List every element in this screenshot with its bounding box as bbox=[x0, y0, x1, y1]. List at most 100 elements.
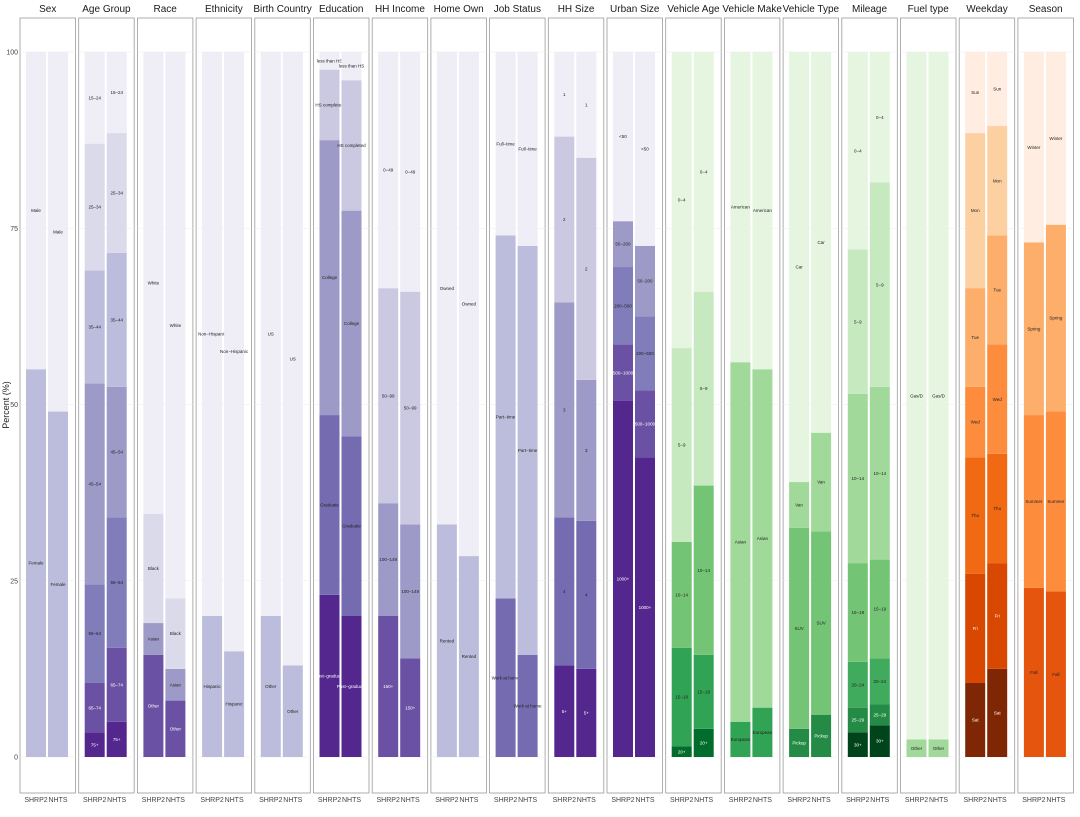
segment-label: 0−49 bbox=[405, 169, 416, 174]
segment-label: 5−9 bbox=[700, 386, 708, 391]
bar-shrp2: Other Gas/D bbox=[906, 52, 927, 757]
x-tick-label: NHTS bbox=[929, 797, 948, 804]
bar-segment-3 bbox=[554, 302, 575, 518]
segment-label: 25–34 bbox=[110, 191, 123, 196]
bar-shrp2: Other Asian Black White bbox=[143, 52, 164, 757]
segment-label: College bbox=[322, 275, 338, 280]
segment-label: less than HS bbox=[339, 64, 365, 69]
segment-label: 0−4 bbox=[876, 115, 884, 120]
panel-title: Birth Country bbox=[253, 4, 311, 15]
panel-title: HH Income bbox=[375, 4, 425, 15]
segment-label: Fall bbox=[1030, 670, 1037, 675]
segment-label: 5+ bbox=[562, 709, 568, 714]
bar-segment-american bbox=[730, 52, 751, 363]
segment-label: 30+ bbox=[876, 739, 884, 744]
panel-title: Mileage bbox=[852, 4, 887, 15]
segment-label: SUV bbox=[794, 626, 803, 631]
y-tick-label: 0 bbox=[14, 755, 18, 762]
bar-segment-5-9 bbox=[671, 348, 692, 542]
bar-nhts: Work at home Part−time Full−time bbox=[514, 52, 542, 757]
segment-label: Graduate bbox=[320, 503, 339, 508]
bar-segment-non-hispanic bbox=[202, 52, 223, 616]
segment-label: 15–24 bbox=[110, 90, 123, 95]
segment-label: Wed bbox=[993, 397, 1003, 402]
segment-label: American bbox=[753, 208, 773, 213]
segment-label: 100−149 bbox=[401, 589, 419, 594]
bar-nhts: 1000+ 500−1000 200−500 50−200 <50 bbox=[635, 52, 656, 757]
segment-label: 2 bbox=[563, 217, 566, 222]
bar-segment-owned bbox=[436, 52, 457, 525]
bar-segment-50-99 bbox=[378, 288, 399, 504]
x-tick-label: SHRP2 bbox=[200, 797, 223, 804]
x-tick-label: SHRP2 bbox=[787, 797, 810, 804]
bar-segment-summer bbox=[1023, 415, 1044, 588]
segment-label: European bbox=[731, 737, 751, 742]
segment-label: Other bbox=[148, 703, 160, 708]
panel-age-group: Age Group 75+ 65–74 55–64 45–54 35–44 25–34 15–… bbox=[78, 4, 135, 804]
panel-title: Urban Size bbox=[610, 4, 660, 15]
segment-label: 50−200 bbox=[637, 279, 653, 284]
panel-title: Ethnicity bbox=[205, 4, 243, 15]
bar-segment-black bbox=[143, 513, 164, 624]
panel-title: HH Size bbox=[558, 4, 595, 15]
segment-label: Summer bbox=[1025, 499, 1043, 504]
segment-label: 45–54 bbox=[110, 450, 123, 455]
bar-shrp2: European Asian American bbox=[730, 52, 751, 757]
segment-label: Car bbox=[817, 240, 825, 245]
bar-segment-15-19 bbox=[869, 559, 890, 659]
segment-label: Asian bbox=[170, 682, 182, 687]
segment-label: Mon bbox=[993, 178, 1002, 183]
segment-label: 55–64 bbox=[88, 631, 101, 636]
bar-segment-gas-d bbox=[906, 52, 927, 740]
bar-segment-spring bbox=[1045, 224, 1066, 412]
x-tick-label: NHTS bbox=[870, 797, 889, 804]
segment-label: Thu bbox=[993, 506, 1001, 511]
segment-label: Spring bbox=[1027, 326, 1041, 331]
x-tick-label: NHTS bbox=[107, 797, 126, 804]
y-tick-label: 25 bbox=[10, 578, 18, 585]
bar-nhts: 150+ 100−149 50−99 0−49 bbox=[400, 52, 421, 757]
bar-segment-part-time bbox=[517, 245, 538, 655]
bar-segment-50-200 bbox=[635, 245, 655, 317]
segment-label: Work at home bbox=[492, 675, 520, 680]
bar-segment-30 bbox=[847, 732, 868, 757]
segment-label: Black bbox=[170, 631, 182, 636]
bar-shrp2: Pickup SUV Van Car bbox=[789, 52, 810, 757]
segment-label: 15−19 bbox=[675, 695, 688, 700]
segment-label: Other bbox=[265, 684, 277, 689]
bar-segment-thu bbox=[965, 457, 986, 574]
bar-segment-1000 bbox=[613, 400, 633, 757]
panel-fuel-type: Fuel type Other Gas/D SHRP2 Other Gas/D NHTS bbox=[900, 4, 957, 804]
panel-race: Race Other Asian Black White SHRP2 Other Asian B… bbox=[136, 4, 194, 804]
segment-label: Female bbox=[50, 582, 66, 587]
bar-segment-150 bbox=[400, 658, 421, 757]
bar-segment-work-at-home bbox=[517, 654, 538, 757]
bar-segment-male bbox=[26, 52, 46, 370]
segment-label: 20−24 bbox=[851, 682, 864, 687]
panel-sex: Sex Female Male SHRP2 Female Male NHTS bbox=[19, 4, 76, 804]
segment-label: 0−4 bbox=[854, 148, 862, 153]
bar-segment-less-than-hs bbox=[319, 52, 340, 70]
bar-shrp2: 30+ 25−29 20−24 15−19 10−14 5−9 0−4 bbox=[847, 52, 868, 757]
segment-label: Male bbox=[31, 208, 41, 213]
bar-shrp2: Hispanic Non−Hispanic bbox=[198, 52, 227, 757]
bar-nhts: Other Gas/D bbox=[928, 52, 949, 757]
bar-segment-10-14 bbox=[693, 485, 714, 655]
bar-shrp2: 150+ 100−149 50−99 0−49 bbox=[378, 52, 399, 757]
bar-segment-50-99 bbox=[400, 291, 421, 525]
segment-label: 500−1000 bbox=[613, 370, 634, 375]
segment-label: Wed bbox=[971, 420, 981, 425]
panel-mileage: Mileage 30+ 25−29 20−24 15−19 10−14 5−9 0−4 SHRP… bbox=[841, 4, 898, 804]
segment-label: 35–44 bbox=[110, 318, 123, 323]
bar-nhts: Other US bbox=[282, 52, 303, 757]
bar-segment-hispanic bbox=[224, 651, 245, 757]
bar-segment-5-9 bbox=[693, 291, 714, 486]
segment-label: US bbox=[290, 356, 296, 361]
segment-label: 50−99 bbox=[382, 393, 395, 398]
bar-segment-us bbox=[282, 52, 303, 666]
segment-label: 0−4 bbox=[678, 198, 686, 203]
segment-label: Van bbox=[817, 480, 825, 485]
bar-segment-white bbox=[165, 52, 186, 599]
bar-shrp2: Rented Owned bbox=[436, 52, 457, 757]
segment-label: Sat bbox=[972, 718, 980, 723]
